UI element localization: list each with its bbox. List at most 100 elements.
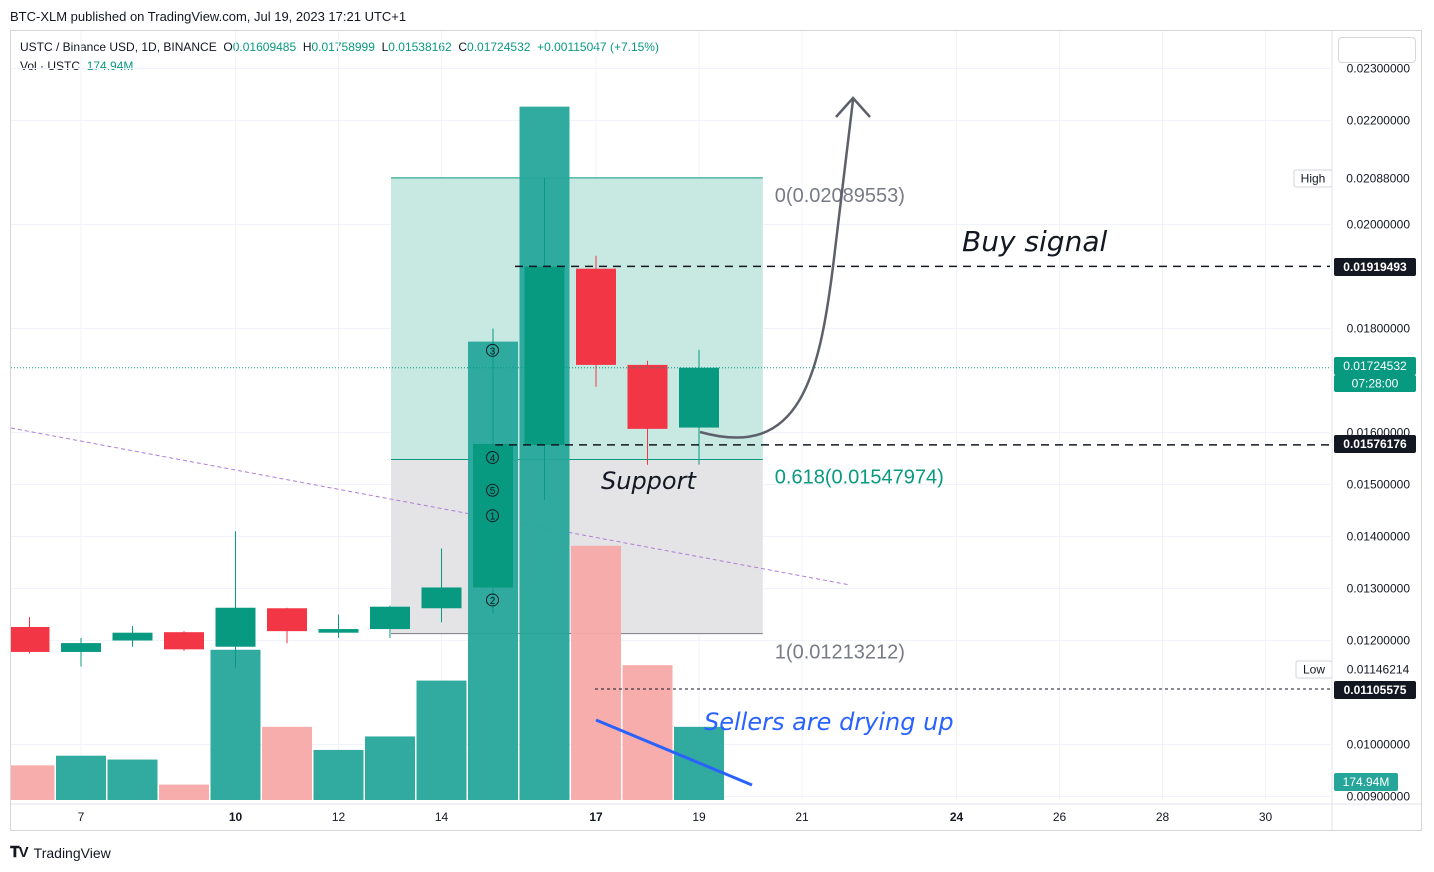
- volume-bar: [262, 726, 312, 800]
- buy-level-tag-text: 0.01919493: [1343, 260, 1407, 274]
- price-tick-label: 0.02200000: [1347, 114, 1411, 128]
- low-label: L: [381, 40, 389, 54]
- volume-bar: [11, 765, 55, 800]
- price-tick-label: 0.01800000: [1347, 322, 1411, 336]
- low-value-text: 0.01146214: [1347, 663, 1410, 677]
- price-tick-label: 0.01000000: [1347, 738, 1411, 752]
- pattern-marker-label: 4: [490, 453, 496, 464]
- high-value: 0.01758999: [311, 40, 375, 54]
- support-label: Support: [601, 467, 697, 495]
- volume-bar: [365, 736, 415, 800]
- candle-body: [421, 587, 462, 609]
- price-tick-label: 0.02300000: [1347, 62, 1411, 76]
- open-value: 0.01609485: [232, 40, 297, 54]
- price-tick-label: 0.01400000: [1347, 530, 1411, 544]
- pattern-marker-label: 2: [490, 596, 496, 607]
- low-value: 0.01538162: [388, 40, 452, 54]
- time-tick-label: 19: [692, 810, 706, 824]
- candle-body: [318, 629, 359, 633]
- time-tick-label: 14: [435, 810, 449, 824]
- volume-bar: [313, 749, 364, 800]
- chart-settings-button[interactable]: [1338, 37, 1416, 63]
- low-dashed-tag-text: 0.01105575: [1344, 683, 1407, 697]
- time-tick-label: 28: [1156, 810, 1170, 824]
- candle-body: [473, 443, 513, 588]
- price-tick-label: 0.01500000: [1347, 478, 1411, 492]
- trend-line: [10, 427, 851, 586]
- buy-signal-label: Buy signal: [962, 225, 1107, 258]
- pattern-marker-circle: [486, 593, 499, 607]
- price-tick-label: 0.02000000: [1347, 218, 1411, 232]
- tradingview-brand[interactable]: 𝐓V TradingView: [10, 844, 111, 861]
- chart-frame: [10, 30, 1422, 831]
- sellers-label: Sellers are drying up: [704, 708, 954, 736]
- candle-body: [679, 367, 719, 428]
- current-price-tag-box: [1334, 357, 1416, 375]
- pattern-marker-label: 5: [490, 486, 496, 497]
- symbol-legend: USTC / Binance USD, 1D, BINANCE O0.01609…: [20, 40, 659, 54]
- countdown-tag-box: [1334, 375, 1416, 392]
- buy-level-tag-box: [1334, 258, 1416, 276]
- volume-bar: [622, 665, 673, 800]
- open-label: O: [223, 40, 233, 54]
- high-value-text: 0.02088000: [1346, 172, 1410, 186]
- candle-body: [524, 266, 565, 445]
- volume-tag-text: 174.94M: [1343, 775, 1390, 789]
- low-dashed-tag-box: [1334, 681, 1416, 699]
- fib-label-0: 0(0.02089553): [775, 185, 905, 207]
- volume-bar: [56, 755, 106, 800]
- brand-name: TradingView: [33, 844, 111, 861]
- countdown-tag-text: 07:28:00: [1352, 377, 1399, 391]
- volume-legend: Vol · USTC 174.94M: [20, 59, 133, 73]
- price-tick-label: 0.01300000: [1347, 582, 1411, 596]
- time-tick-label: 7: [78, 810, 85, 824]
- volume-bar: [416, 680, 467, 800]
- candle-body: [164, 632, 204, 650]
- candle-body: [576, 268, 616, 365]
- support-level-tag-box: [1334, 435, 1416, 453]
- volume-label: Vol · USTC: [20, 59, 81, 73]
- volume-tag-box: [1334, 773, 1398, 791]
- volume-value: 174.94M: [86, 59, 134, 73]
- pattern-marker-label: 3: [490, 346, 496, 357]
- volume-bar: [571, 545, 621, 800]
- price-tick-label: 0.00900000: [1347, 790, 1411, 804]
- time-tick-label: 26: [1053, 810, 1067, 824]
- price-tick-label: 0.01200000: [1347, 634, 1411, 648]
- high-value-box: [1339, 170, 1417, 187]
- pattern-marker-circle: [486, 483, 499, 497]
- time-tick-label: 12: [332, 810, 346, 824]
- close-label: C: [458, 40, 468, 54]
- volume-bar: [210, 649, 261, 800]
- time-tick-label: 17: [589, 810, 603, 824]
- time-tick-label: 24: [950, 810, 964, 824]
- pattern-marker-circle: [486, 509, 499, 523]
- candle-body: [112, 632, 153, 641]
- support-level-tag-text: 0.01576176: [1343, 437, 1407, 451]
- pattern-marker-label: 1: [490, 512, 496, 523]
- published-caption: BTC-XLM published on TradingView.com, Ju…: [10, 9, 407, 24]
- pattern-marker-circle: [486, 450, 499, 464]
- low-value-box: [1339, 661, 1417, 678]
- volume-bar: [159, 784, 209, 800]
- sellers-trend-line: [595, 718, 753, 787]
- volume-bar: [107, 759, 158, 800]
- current-price-tag-text: 0.01724532: [1343, 359, 1407, 373]
- projection-arrow: [699, 99, 855, 439]
- pattern-marker-circle: [486, 343, 499, 357]
- candle-body: [215, 607, 256, 647]
- candle-body: [370, 606, 410, 630]
- projection-arrow-head: [835, 96, 871, 118]
- high-label: H: [302, 40, 312, 54]
- candle-body: [11, 626, 50, 652]
- candle-body: [267, 608, 307, 632]
- time-tick-label: 21: [795, 810, 809, 824]
- close-value: 0.01724532: [467, 40, 531, 54]
- symbol-name: USTC / Binance USD, 1D, BINANCE: [20, 40, 217, 54]
- candle-body: [61, 643, 101, 652]
- time-tick-label: 10: [229, 810, 243, 824]
- candle-body: [627, 364, 668, 429]
- fib-label-1: 1(0.01213212): [775, 642, 905, 664]
- high-label-text: High: [1301, 172, 1326, 186]
